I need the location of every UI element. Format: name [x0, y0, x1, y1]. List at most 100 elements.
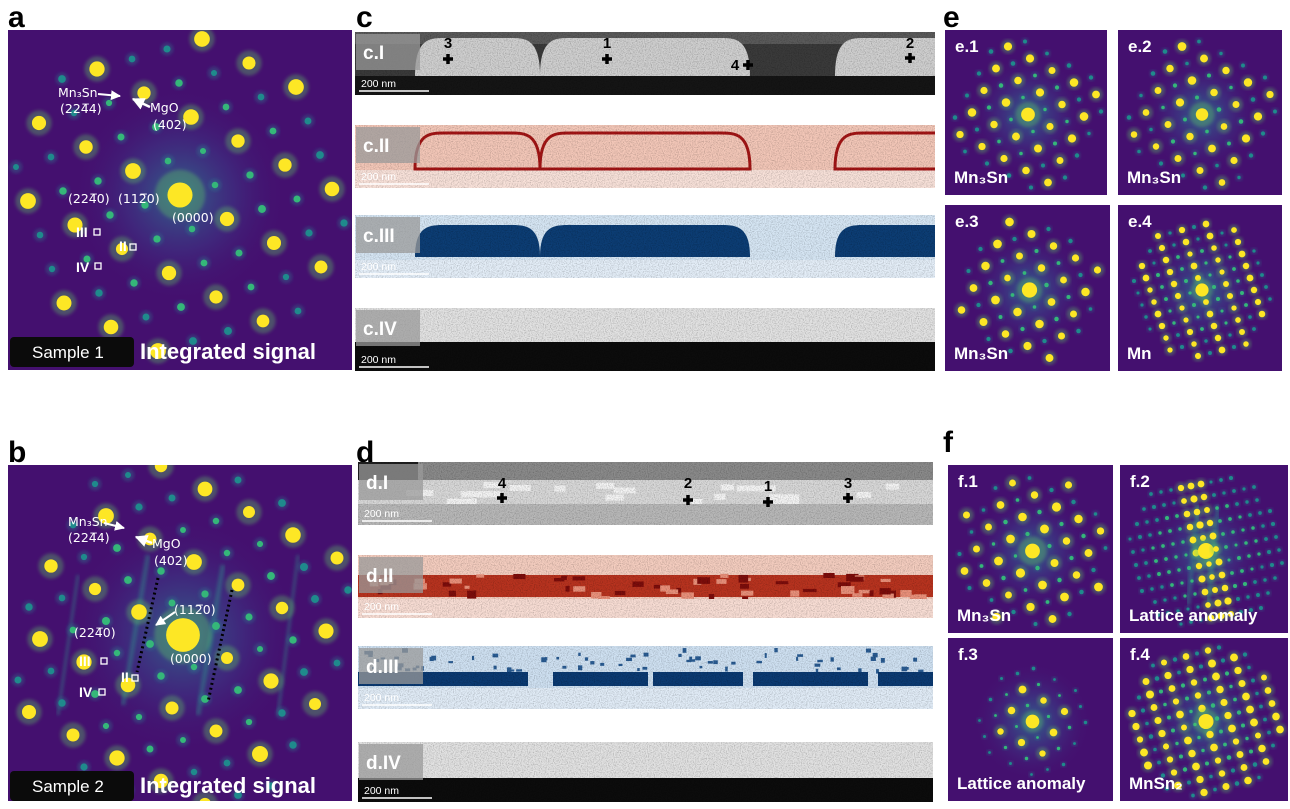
spot — [1033, 74, 1037, 78]
spot — [1044, 179, 1052, 187]
spot — [1053, 141, 1057, 145]
spot — [1050, 242, 1057, 249]
spot — [106, 211, 113, 218]
spot — [1243, 263, 1249, 269]
spot — [1160, 585, 1163, 588]
spot-label: (112̅0) — [118, 191, 160, 206]
grain — [358, 742, 933, 802]
spot — [79, 140, 92, 153]
spot — [1009, 118, 1013, 122]
spot — [311, 595, 319, 603]
spot — [1149, 492, 1153, 496]
spot — [1163, 49, 1168, 54]
spot — [1212, 493, 1216, 497]
spot — [1155, 233, 1161, 239]
spot — [1036, 88, 1044, 96]
spot — [1200, 789, 1207, 796]
spot — [58, 699, 65, 706]
signal-label: Integrated signal — [140, 339, 316, 364]
map-image — [355, 215, 975, 278]
spot — [1242, 693, 1250, 701]
spot — [1167, 756, 1173, 762]
spot — [1176, 98, 1184, 106]
scale-label: 200 nm — [364, 601, 399, 613]
spot — [1208, 145, 1216, 153]
spot — [1195, 283, 1208, 296]
spot — [1144, 761, 1152, 769]
spot — [994, 486, 998, 490]
spot — [1197, 167, 1204, 174]
sample-label: Sample 2 — [32, 777, 104, 796]
spot — [1216, 559, 1223, 566]
tile-label: f.1 — [958, 472, 978, 491]
spot — [1034, 622, 1038, 626]
spot — [1152, 505, 1156, 509]
spot — [1165, 516, 1169, 520]
spot — [1253, 580, 1257, 584]
spot — [1020, 327, 1024, 331]
spot — [224, 550, 230, 556]
spot — [1025, 532, 1029, 536]
spot — [981, 262, 989, 270]
spot — [67, 729, 80, 742]
spot — [201, 590, 208, 597]
spot — [1137, 695, 1141, 699]
spot — [1166, 65, 1173, 72]
spot — [1207, 690, 1211, 694]
spot — [1192, 303, 1196, 307]
spot — [189, 226, 196, 233]
spot — [1022, 167, 1030, 175]
spot — [1259, 705, 1263, 709]
spot — [1161, 106, 1165, 110]
spot — [1069, 556, 1073, 560]
panel-label: e — [943, 1, 960, 34]
spot — [143, 314, 150, 321]
spot — [212, 622, 220, 630]
spot — [1195, 692, 1201, 698]
spot — [1151, 71, 1156, 76]
spot — [58, 75, 66, 83]
spot — [1022, 282, 1037, 297]
spot — [999, 83, 1003, 87]
spot — [89, 583, 101, 595]
spot — [1172, 321, 1175, 324]
spot — [325, 182, 340, 197]
spot — [1073, 742, 1076, 745]
spot — [1196, 776, 1203, 783]
spot — [1068, 726, 1071, 729]
spot — [1175, 742, 1178, 745]
spot — [1070, 78, 1079, 87]
phase-label: Mn₃Sn — [1127, 168, 1181, 187]
spot — [1272, 713, 1280, 721]
spot — [1162, 503, 1166, 507]
signal-label: Integrated signal — [140, 773, 316, 798]
spot — [180, 737, 186, 743]
spot — [1257, 776, 1260, 779]
spot — [1187, 566, 1191, 570]
spot — [1207, 73, 1211, 77]
spot — [1014, 77, 1022, 85]
roi-label: II — [121, 669, 129, 685]
spot — [1274, 535, 1278, 539]
spot — [1180, 345, 1184, 349]
spot — [967, 269, 971, 273]
spot — [1228, 725, 1236, 733]
spot — [1016, 672, 1020, 676]
spot — [1066, 295, 1070, 299]
spot — [1153, 143, 1159, 149]
spot — [1183, 118, 1187, 122]
spot — [1197, 736, 1201, 740]
spot — [1234, 667, 1241, 674]
spot — [1134, 563, 1138, 567]
spot — [1131, 550, 1135, 554]
spot — [1127, 115, 1131, 119]
spot — [1222, 585, 1229, 592]
spot — [95, 289, 102, 296]
spot — [295, 308, 302, 315]
spot — [1229, 86, 1233, 90]
phase-label: MnSn₂ — [1129, 774, 1183, 793]
spot — [1268, 509, 1272, 513]
spot — [1021, 108, 1035, 122]
spot — [1014, 554, 1017, 557]
spot — [1143, 109, 1150, 116]
